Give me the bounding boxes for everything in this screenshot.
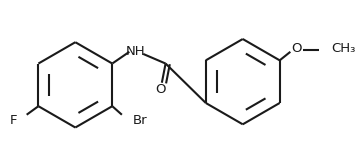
Text: CH₃: CH₃: [331, 42, 355, 55]
Text: NH: NH: [126, 45, 146, 58]
Text: F: F: [10, 114, 17, 127]
Text: O: O: [291, 42, 302, 55]
Text: O: O: [155, 83, 165, 96]
Text: Br: Br: [132, 114, 147, 127]
